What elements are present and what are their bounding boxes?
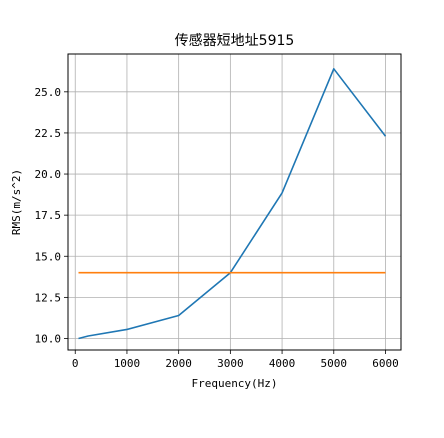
x-tick-label: 5000 — [321, 357, 348, 370]
x-tick-label: 0 — [72, 357, 79, 370]
x-tick-label: 6000 — [372, 357, 399, 370]
y-tick-label: 20.0 — [35, 168, 62, 181]
y-axis-label: RMS(m/s^2) — [10, 169, 23, 235]
y-tick-label: 17.5 — [35, 209, 62, 222]
x-axis: 0 1000 2000 3000 4000 5000 6000 — [72, 350, 399, 370]
grid — [68, 54, 401, 350]
y-axis: 10.0 12.5 15.0 17.5 20.0 22.5 25.0 — [35, 86, 68, 345]
series-line-1 — [78, 68, 387, 340]
x-axis-label: Frequency(Hz) — [191, 377, 277, 390]
y-tick-label: 25.0 — [35, 86, 62, 99]
y-tick-label: 22.5 — [35, 127, 62, 140]
y-tick-label: 12.5 — [35, 291, 62, 304]
x-tick-label: 4000 — [269, 357, 296, 370]
chart-title: 传感器短地址5915 — [175, 32, 295, 49]
plot-area-frame — [67, 53, 402, 351]
series-layer — [78, 68, 387, 340]
x-tick-label: 3000 — [217, 357, 244, 370]
y-tick-label: 10.0 — [35, 332, 62, 345]
y-tick-label: 15.0 — [35, 250, 62, 263]
x-tick-label: 2000 — [165, 357, 192, 370]
x-tick-label: 1000 — [114, 357, 141, 370]
